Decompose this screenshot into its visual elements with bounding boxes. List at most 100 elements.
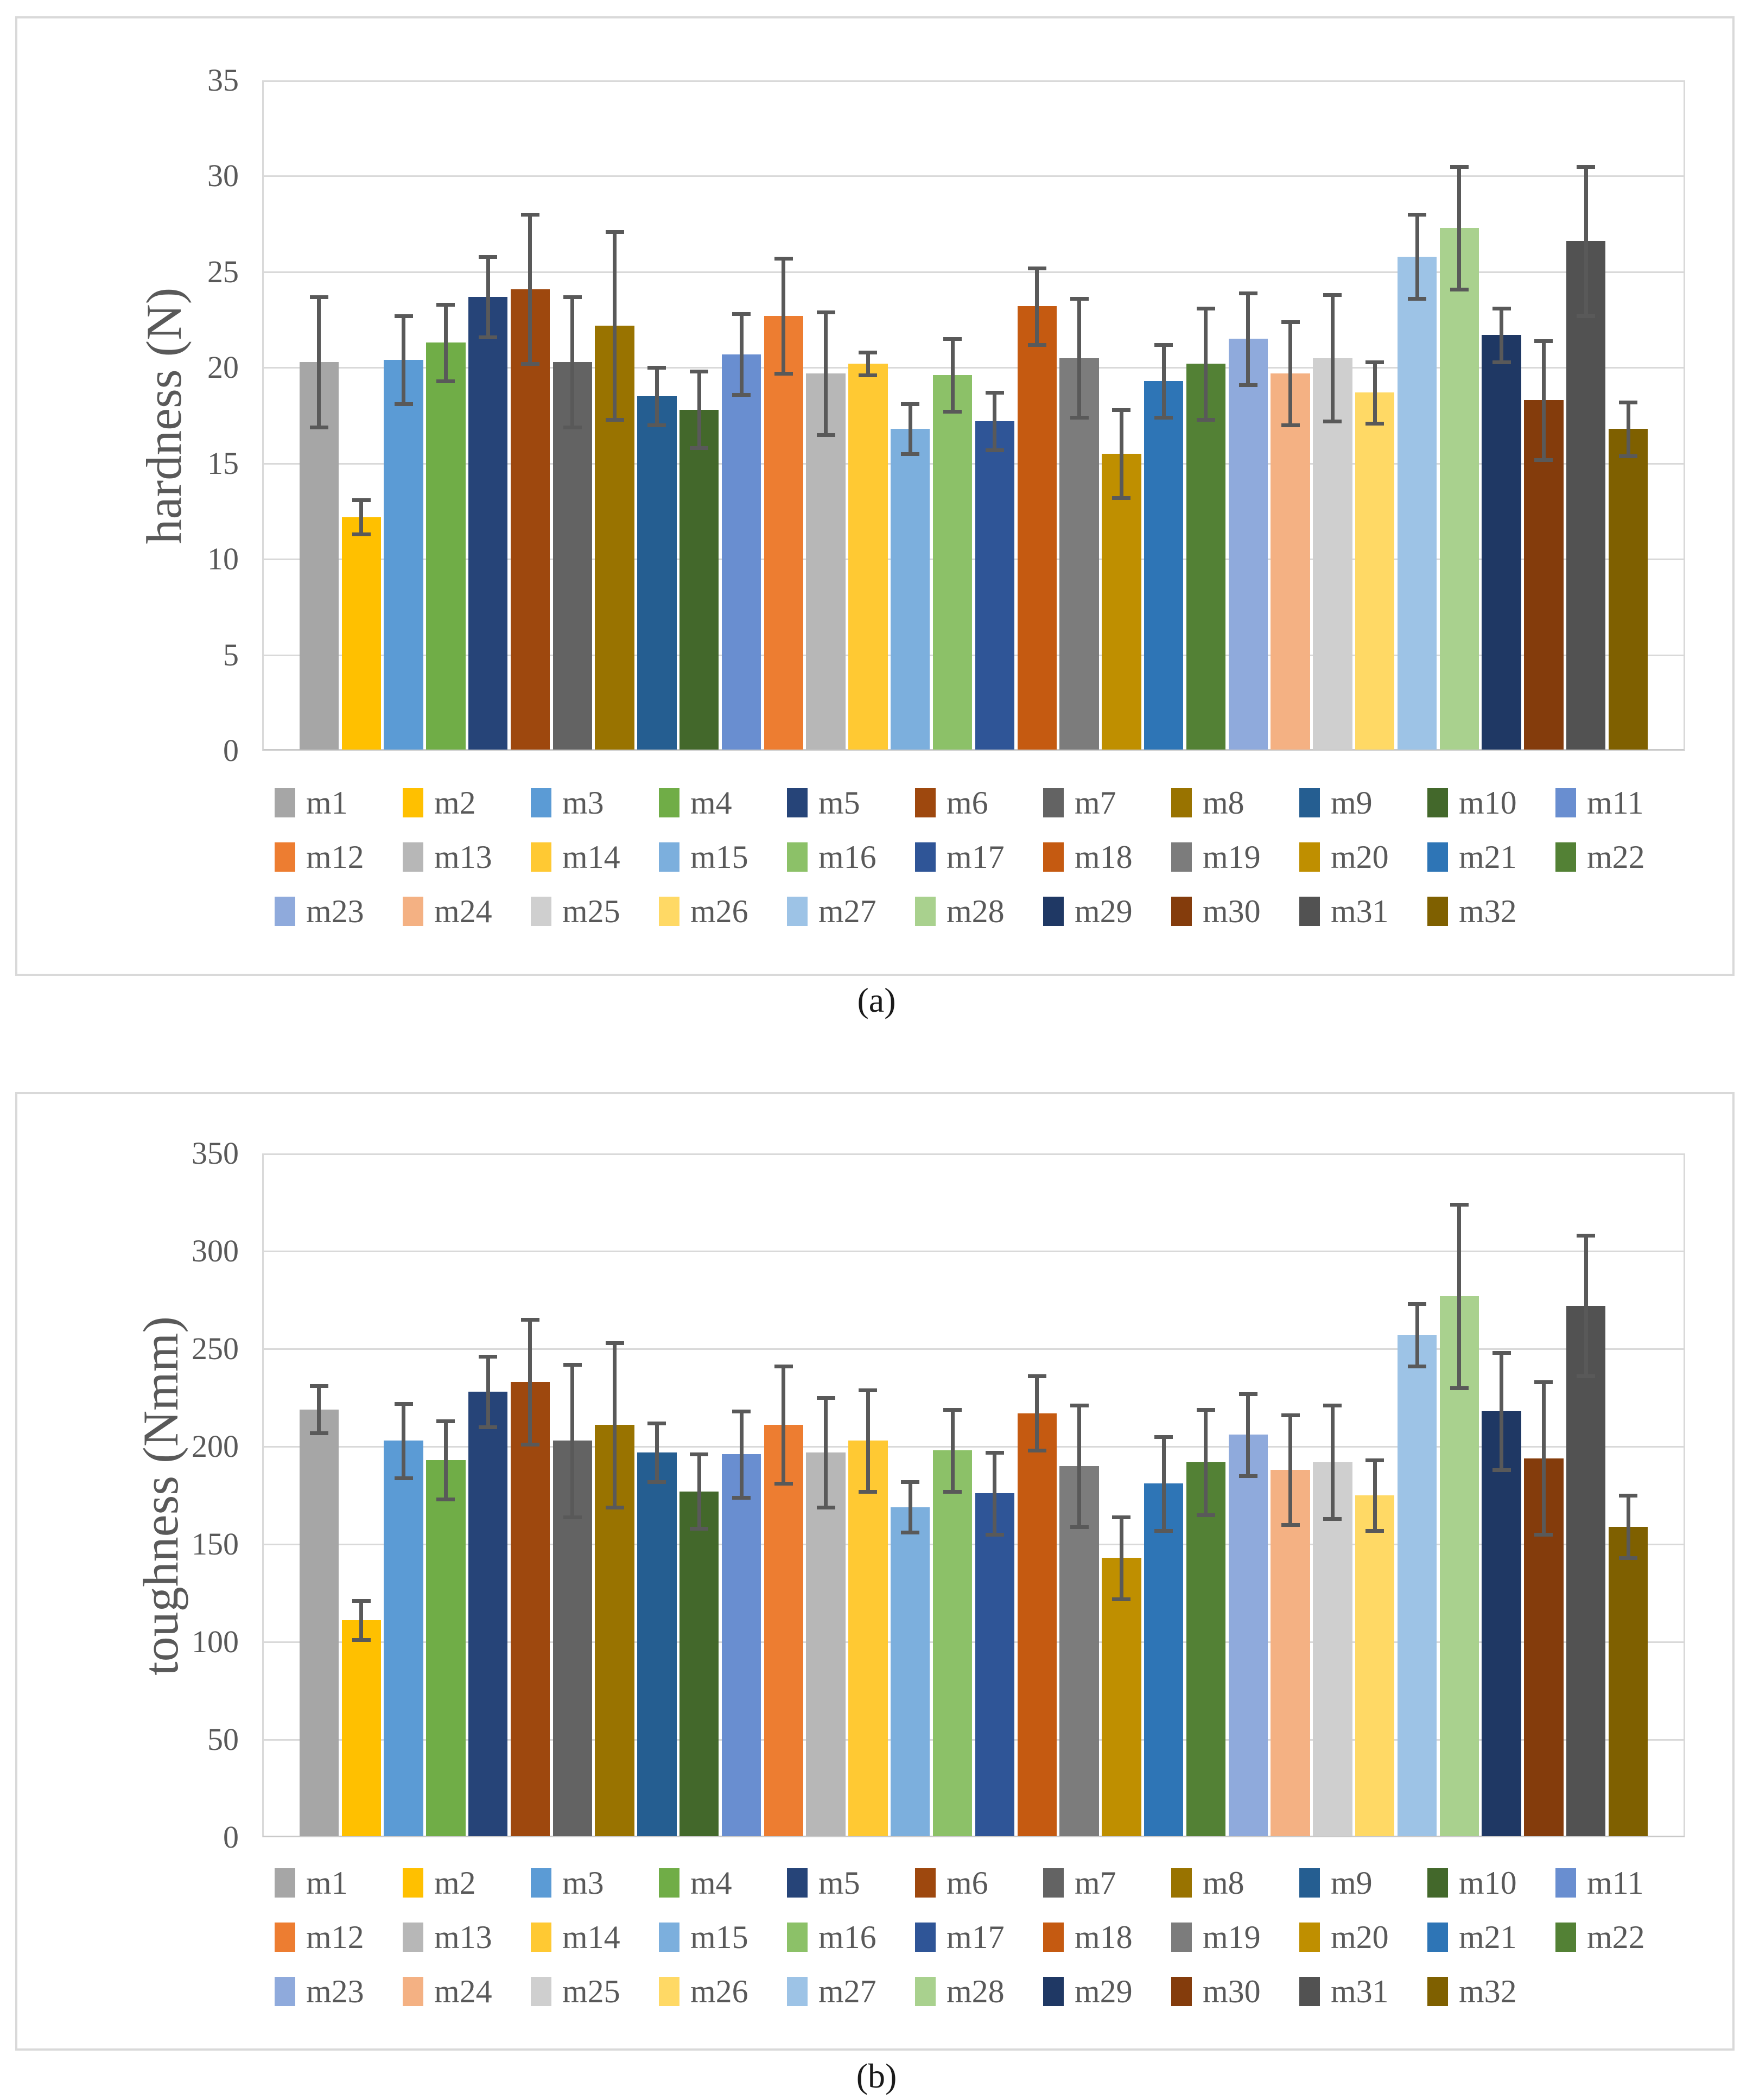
legend-swatch-m18	[1043, 1923, 1064, 1952]
y-tick-150: 150	[192, 1526, 239, 1562]
bar-m12	[764, 1425, 804, 1836]
error-cap-bottom-m10	[690, 446, 709, 451]
bar-m29	[1482, 1411, 1521, 1836]
y-tick-20: 20	[207, 350, 239, 385]
error-cap-bottom-m3	[394, 402, 413, 407]
legend-label-m15: m15	[690, 839, 748, 875]
error-bar-m6	[528, 214, 532, 364]
legend-label-m19: m19	[1203, 839, 1261, 875]
error-cap-bottom-m5	[479, 1425, 498, 1429]
error-cap-bottom-m29	[1492, 1468, 1511, 1473]
legend-item-m24: m24	[403, 893, 492, 929]
error-cap-bottom-m30	[1534, 1533, 1553, 1537]
legend-swatch-m22	[1555, 1923, 1576, 1952]
legend-label-m31: m31	[1331, 893, 1389, 929]
error-cap-top-m27	[1408, 213, 1427, 217]
legend-label-m9: m9	[1331, 1865, 1373, 1901]
legend-item-m5: m5	[787, 785, 860, 821]
error-cap-bottom-m4	[436, 1498, 455, 1502]
error-cap-top-m17	[985, 391, 1004, 395]
bar-m17	[975, 1493, 1015, 1836]
legend-swatch-m14	[531, 842, 551, 872]
legend-item-m14: m14	[531, 1919, 620, 1955]
y-tick-250: 250	[192, 1331, 239, 1366]
legend-label-m30: m30	[1203, 893, 1261, 929]
error-cap-top-m12	[774, 1365, 793, 1369]
error-cap-bottom-m7	[563, 1515, 582, 1519]
legend-item-m27: m27	[787, 893, 876, 929]
error-cap-top-m21	[1154, 1435, 1173, 1439]
legend-swatch-m19	[1171, 1923, 1192, 1952]
error-bar-m14	[866, 352, 870, 376]
error-cap-top-m3	[394, 314, 413, 318]
gridline-100	[262, 1641, 1685, 1643]
legend-label-m5: m5	[818, 785, 860, 821]
legend-label-m30: m30	[1203, 1974, 1261, 2009]
legend-swatch-m4	[659, 1868, 679, 1898]
error-cap-bottom-m15	[901, 1531, 920, 1535]
legend-swatch-m18	[1043, 842, 1064, 872]
legend-swatch-m13	[403, 1923, 423, 1952]
y-tick-350: 350	[192, 1135, 239, 1171]
error-cap-top-m7	[563, 295, 582, 299]
error-bar-m29	[1500, 308, 1504, 362]
error-bar-m14	[866, 1390, 870, 1492]
error-bar-m10	[697, 1454, 701, 1529]
error-cap-bottom-m25	[1323, 420, 1342, 424]
error-cap-bottom-m12	[774, 371, 793, 376]
error-cap-bottom-m32	[1619, 454, 1638, 458]
legend-item-m8: m8	[1171, 785, 1244, 821]
error-bar-m31	[1584, 166, 1588, 316]
bar-m16	[932, 375, 973, 750]
error-cap-top-m14	[859, 351, 878, 355]
bar-m11	[721, 354, 761, 750]
error-bar-m32	[1626, 1495, 1630, 1558]
legend-swatch-m4	[659, 788, 679, 817]
error-cap-top-m11	[732, 1410, 751, 1414]
error-cap-bottom-m25	[1323, 1517, 1342, 1521]
error-cap-bottom-m28	[1450, 287, 1469, 291]
legend-item-m4: m4	[659, 785, 732, 821]
error-bar-m6	[528, 1319, 532, 1445]
bar-m27	[1397, 1335, 1437, 1836]
error-cap-top-m6	[520, 213, 539, 217]
legend-swatch-m23	[275, 1977, 295, 2006]
error-cap-bottom-m12	[774, 1482, 793, 1486]
error-cap-bottom-m31	[1577, 1374, 1596, 1379]
legend-item-m30: m30	[1171, 893, 1261, 929]
legend-item-m15: m15	[659, 1919, 748, 1955]
legend-item-m25: m25	[531, 893, 620, 929]
error-cap-top-m22	[1196, 1407, 1215, 1412]
bar-m6	[510, 1382, 550, 1836]
error-cap-top-m29	[1492, 1351, 1511, 1355]
bar-m3	[384, 1441, 423, 1836]
bar-m15	[891, 429, 930, 750]
gridline-200	[262, 1446, 1685, 1448]
legend-item-m16: m16	[787, 1919, 876, 1955]
error-cap-bottom-m26	[1365, 421, 1384, 426]
legend-label-m31: m31	[1331, 1974, 1389, 2009]
error-cap-top-m18	[1027, 266, 1046, 270]
y-tick-25: 25	[207, 253, 239, 289]
error-bar-m15	[908, 1481, 912, 1533]
legend-item-m7: m7	[1043, 1865, 1116, 1901]
legend-item-m21: m21	[1427, 839, 1517, 875]
legend-swatch-m1	[275, 788, 295, 817]
error-cap-bottom-m7	[563, 425, 582, 429]
bar-m21	[1144, 1483, 1184, 1836]
bar-m29	[1482, 335, 1521, 750]
error-cap-top-m1	[309, 295, 328, 299]
error-cap-bottom-m18	[1027, 1449, 1046, 1453]
gridline-300	[262, 1251, 1685, 1252]
legend-swatch-m12	[275, 1923, 295, 1952]
legend-swatch-m29	[1043, 1977, 1064, 2006]
error-cap-bottom-m21	[1154, 416, 1173, 420]
error-cap-bottom-m9	[647, 423, 666, 428]
legend-swatch-m32	[1427, 897, 1448, 926]
legend-label-m29: m29	[1075, 893, 1133, 929]
bar-m16	[932, 1450, 973, 1836]
bar-m9	[637, 396, 677, 750]
legend-label-m2: m2	[434, 785, 476, 821]
plot-area	[262, 80, 1685, 751]
error-bar-m8	[613, 231, 617, 420]
